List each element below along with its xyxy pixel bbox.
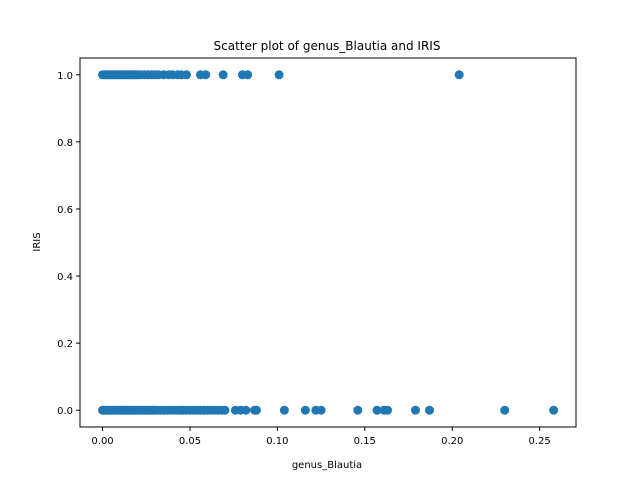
- x-tick-label: 0.15: [354, 436, 376, 447]
- data-point: [218, 70, 228, 80]
- y-tick-label: 0.8: [57, 138, 73, 149]
- chart-title: Scatter plot of genus_Blautia and IRIS: [214, 39, 441, 53]
- data-point: [279, 405, 289, 415]
- data-point: [243, 70, 253, 80]
- data-point: [454, 70, 464, 80]
- data-point: [500, 405, 510, 415]
- data-point: [383, 405, 393, 415]
- y-tick-label: 0.4: [57, 272, 73, 283]
- points-layer: [98, 70, 559, 415]
- data-point: [201, 70, 211, 80]
- y-tick-label: 0.0: [57, 406, 73, 417]
- x-axis-ticks: 0.00 0.05 0.10 0.15 0.20 0.25: [91, 427, 551, 447]
- data-point: [220, 405, 230, 415]
- y-tick-label: 1.0: [57, 71, 73, 82]
- data-point: [424, 405, 434, 415]
- x-tick-label: 0.00: [91, 436, 113, 447]
- data-point: [372, 405, 382, 415]
- x-tick-label: 0.10: [266, 436, 288, 447]
- y-tick-label: 0.6: [57, 205, 73, 216]
- y-axis-label: IRIS: [32, 232, 43, 251]
- data-point: [549, 405, 559, 415]
- data-point: [241, 405, 251, 415]
- data-point: [316, 405, 326, 415]
- x-tick-label: 0.05: [179, 436, 201, 447]
- x-tick-label: 0.25: [529, 436, 551, 447]
- data-point: [181, 70, 191, 80]
- y-axis-ticks: 0.0 0.2 0.4 0.6 0.8 1.0: [57, 71, 80, 417]
- data-point: [251, 405, 261, 415]
- x-axis-label: genus_Blautia: [292, 460, 362, 471]
- data-point: [411, 405, 420, 415]
- data-point: [300, 405, 310, 415]
- data-point: [353, 405, 363, 415]
- data-point: [274, 70, 284, 80]
- x-tick-label: 0.20: [441, 436, 463, 447]
- y-tick-label: 0.2: [57, 339, 73, 350]
- plot-frame: [79, 57, 577, 428]
